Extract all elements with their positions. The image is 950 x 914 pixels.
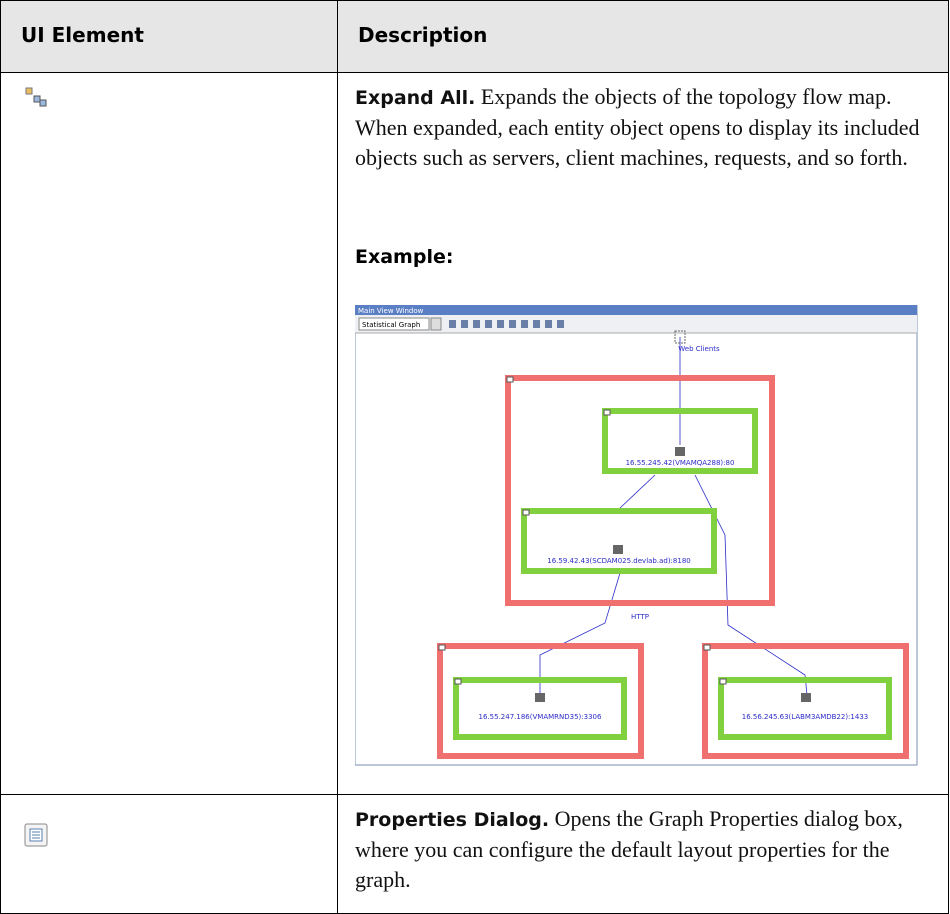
node-label: Web Clients	[678, 345, 720, 353]
expand-all-icon	[25, 87, 47, 107]
edge-label: HTTP	[631, 613, 649, 621]
example-screenshot: Main View Window Statistical Graph Web C…	[355, 305, 918, 766]
properties-icon	[24, 823, 48, 847]
description: Opens the Graph Properties dialog box, w…	[355, 806, 903, 892]
element-cell	[0, 794, 338, 914]
header-text: Description	[358, 23, 488, 47]
description: Expands the objects of the topology flow…	[355, 84, 920, 170]
row-text: Properties Dialog. Opens the Graph Prope…	[355, 804, 930, 895]
header-text: UI Element	[21, 23, 144, 47]
view-selector: Statistical Graph	[362, 321, 420, 329]
header-cell: UI Element	[0, 0, 338, 73]
term: Properties Dialog.	[355, 809, 550, 831]
node-label: 16.59.42.43(SCDAM025.devlab.ad):8180	[547, 557, 690, 565]
element-cell	[0, 72, 338, 795]
example-label: Example:	[355, 246, 454, 268]
row-text: Expand All. Expands the objects of the t…	[355, 82, 930, 173]
node-label: 16.56.245.63(LABM3AMDB22):1433	[742, 713, 868, 721]
node-label: 16.55.245.42(VMAMQA288):80	[626, 459, 735, 467]
term: Expand All.	[355, 87, 476, 109]
window-title: Main View Window	[358, 307, 424, 315]
node-label: 16.55.247.186(VMAMRND35):3306	[479, 713, 602, 721]
header-cell: Description	[337, 0, 949, 73]
